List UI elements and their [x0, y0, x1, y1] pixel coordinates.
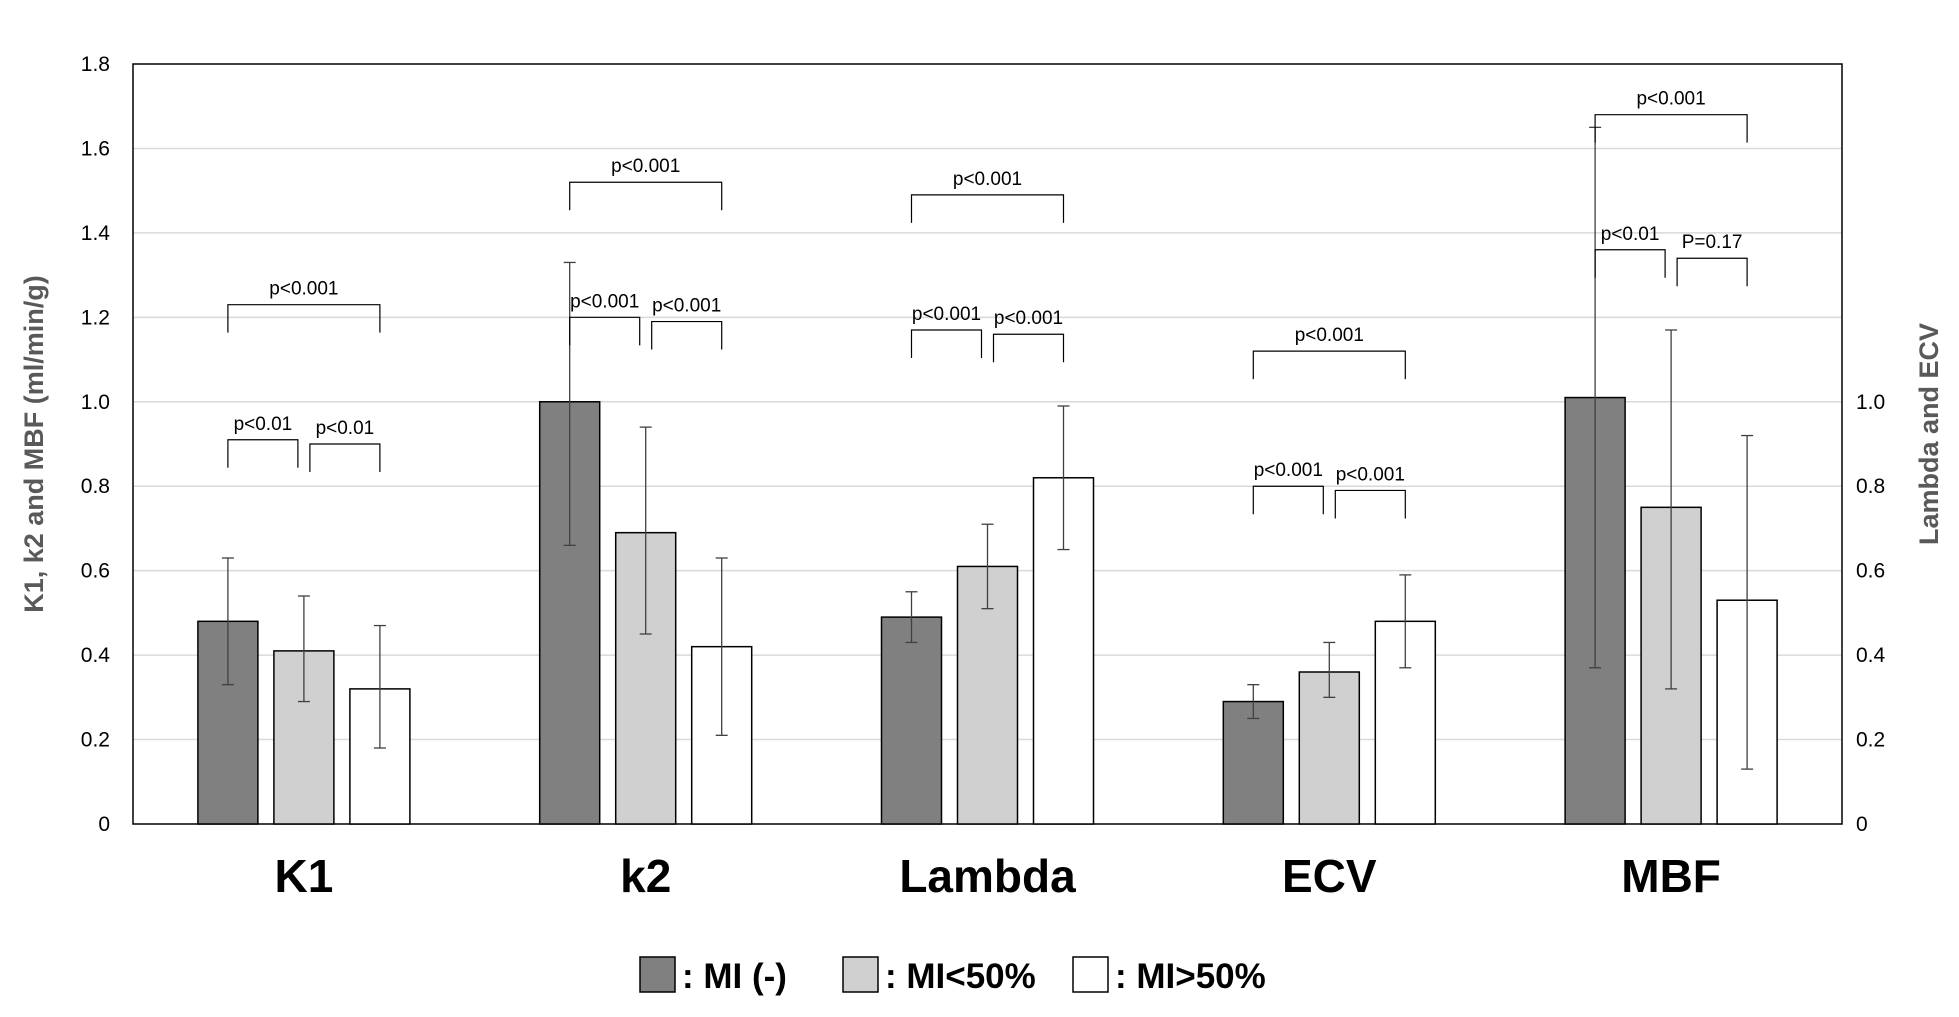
significance-label: p<0.001 [912, 304, 981, 325]
error-bars [221, 126, 1754, 770]
category-labels: K1 k2 Lambda ECV MBF [274, 850, 1720, 902]
significance-bracket [910, 194, 1065, 223]
significance-bracket [1334, 489, 1406, 519]
significance-bracket [1676, 257, 1748, 287]
category-label: Lambda [899, 850, 1076, 902]
legend-swatch [639, 956, 676, 993]
bar [1222, 700, 1285, 825]
significance-label: P=0.17 [1682, 232, 1743, 253]
category-label: MBF [1621, 850, 1721, 902]
bar [880, 616, 943, 825]
significance-bracket [1252, 350, 1406, 380]
significance-label: p<0.01 [234, 414, 293, 435]
right-tick-label: 0.2 [1856, 729, 1885, 752]
left-tick-label: 0 [98, 813, 110, 836]
left-tick-label: 1.8 [81, 53, 110, 76]
significance-bracket [309, 443, 381, 472]
significance-annotations: p<0.001 p<0.01 p<0.01 p<0.001 p<0.001 p<0.001… [227, 89, 1748, 519]
legend-swatch [1072, 956, 1109, 993]
legend: : MI (-) : MI<50% : MI>50% [639, 956, 1266, 996]
significance-label: p<0.001 [652, 296, 721, 317]
significance-label: p<0.001 [1254, 460, 1323, 481]
significance-label: p<0.001 [269, 279, 338, 300]
significance-bracket [569, 181, 723, 211]
significance-bracket [569, 316, 641, 346]
category-label: k2 [620, 850, 671, 902]
left-tick-label: 0.8 [81, 475, 110, 498]
left-tick-label: 1.2 [81, 306, 110, 329]
significance-bracket [1594, 249, 1666, 278]
bars [197, 396, 1778, 825]
significance-bracket [651, 320, 723, 350]
significance-bracket [1594, 114, 1748, 143]
significance-label: p<0.001 [953, 169, 1022, 190]
bar [956, 565, 1019, 825]
category-label: ECV [1282, 850, 1377, 902]
y-axis-label-right: Lambda and ECV [1914, 323, 1944, 545]
right-tick-label: 0.6 [1856, 560, 1885, 583]
significance-label: p<0.001 [994, 308, 1063, 329]
significance-label: p<0.001 [1336, 464, 1405, 485]
right-tick-label: 0.4 [1856, 644, 1886, 667]
right-tick-label: 0.8 [1856, 475, 1885, 498]
significance-label: p<0.001 [1295, 325, 1364, 346]
left-tick-label: 1.6 [81, 137, 110, 160]
significance-bracket [992, 333, 1065, 363]
legend-swatch [842, 956, 879, 993]
left-tick-label: 0.4 [81, 644, 111, 667]
significance-bracket [227, 439, 299, 468]
y-axis-label-left: K1, k2 and MBF (ml/min/g) [19, 275, 49, 613]
legend-label: : MI<50% [885, 957, 1036, 996]
left-tick-label: 0.6 [81, 560, 110, 583]
significance-label: p<0.01 [316, 418, 375, 439]
left-axis-ticks: 0 0.2 0.4 0.6 0.8 1.0 1.2 1.4 1.6 1.8 [81, 53, 111, 836]
legend-label: : MI>50% [1115, 957, 1266, 996]
significance-label: p<0.001 [570, 291, 639, 312]
left-tick-label: 0.2 [81, 729, 110, 752]
left-tick-label: 1.4 [81, 222, 111, 245]
right-tick-label: 1.0 [1856, 391, 1885, 414]
significance-bracket [227, 304, 381, 333]
significance-label: p<0.001 [611, 156, 680, 177]
left-tick-label: 1.0 [81, 391, 110, 414]
significance-label: p<0.01 [1601, 224, 1660, 245]
significance-label: p<0.001 [1636, 89, 1705, 110]
significance-bracket [1252, 485, 1324, 515]
right-tick-label: 0 [1856, 813, 1868, 836]
right-axis-ticks: 0 0.2 0.4 0.6 0.8 1.0 [1856, 391, 1886, 836]
legend-label: : MI (-) [682, 957, 787, 996]
category-label: K1 [274, 850, 333, 902]
significance-bracket [910, 329, 983, 358]
bar [197, 620, 259, 825]
